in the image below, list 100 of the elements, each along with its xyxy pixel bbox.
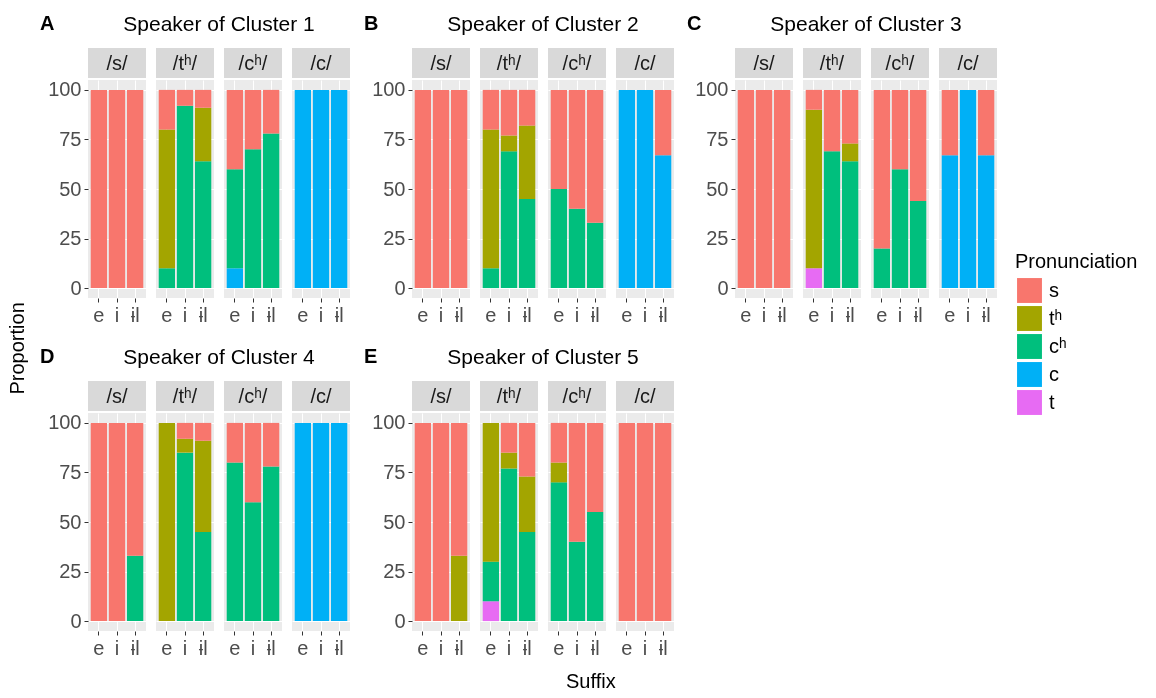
x-tick-label: e <box>417 636 429 659</box>
x-tick-label: i <box>182 303 188 326</box>
text: /tʰ/ <box>480 48 538 78</box>
y-tick-label: 75 <box>383 460 406 483</box>
y-tick-label: 75 <box>59 460 82 483</box>
x-tick-label: e <box>553 303 565 326</box>
y-tick-label: 0 <box>717 276 729 299</box>
text: /s/ <box>88 48 146 78</box>
x-tick-label: i <box>829 303 835 326</box>
x-tick-label: ɨl <box>266 303 276 326</box>
x-tick-label: ɨl <box>590 303 600 326</box>
x-tick-label: e <box>485 303 497 326</box>
text: /c/ <box>616 381 674 411</box>
y-tick-label: 75 <box>706 127 729 150</box>
text: /cʰ/ <box>871 48 929 78</box>
text: /cʰ/ <box>548 381 606 411</box>
y-tick-label: 75 <box>383 127 406 150</box>
text: /c/ <box>616 48 674 78</box>
text: E <box>364 345 378 368</box>
y-tick-label: 100 <box>372 411 406 434</box>
y-axis-title: Proportion <box>5 302 29 395</box>
text: /tʰ/ <box>480 381 538 411</box>
x-tick-label: e <box>808 303 820 326</box>
x-tick-label: ɨl <box>334 636 344 659</box>
x-tick-label: i <box>642 636 648 659</box>
x-tick-label: i <box>506 303 512 326</box>
text: /cʰ/ <box>224 48 282 78</box>
y-tick-label: 50 <box>59 510 82 533</box>
x-tick-label: i <box>574 303 580 326</box>
text: /c/ <box>292 381 350 411</box>
x-tick-label: i <box>250 303 256 326</box>
x-tick-label: i <box>438 636 444 659</box>
x-tick-label: i <box>574 636 580 659</box>
text: /cʰ/ <box>548 48 606 78</box>
y-tick-label: 75 <box>59 127 82 150</box>
x-tick-label: ɨl <box>845 303 855 326</box>
text: A <box>40 12 55 35</box>
x-tick-label: i <box>965 303 971 326</box>
text: /s/ <box>412 381 470 411</box>
x-tick-label: e <box>297 303 309 326</box>
text: /s/ <box>735 48 793 78</box>
chart-title: Speaker of Cluster 3 <box>770 12 962 36</box>
y-tick-label: 25 <box>59 560 82 583</box>
x-tick-label: ɨl <box>522 636 532 659</box>
text: /tʰ/ <box>156 48 214 78</box>
x-tick-label: ɨl <box>454 636 464 659</box>
x-tick-label: i <box>114 636 120 659</box>
y-tick-label: 25 <box>706 227 729 250</box>
chart-title: Speaker of Cluster 2 <box>447 12 639 36</box>
legend-label: cʰ <box>1049 334 1067 357</box>
text: D <box>40 345 55 368</box>
legend-title: Pronunciation <box>1015 250 1138 272</box>
y-tick-label: 100 <box>48 78 82 101</box>
x-tick-label: i <box>182 636 188 659</box>
legend-label: tʰ <box>1049 306 1063 329</box>
x-tick-label: e <box>229 303 241 326</box>
x-tick-label: ɨl <box>266 636 276 659</box>
x-tick-label: i <box>761 303 767 326</box>
x-tick-label: e <box>944 303 956 326</box>
x-tick-label: ɨl <box>777 303 787 326</box>
legend-label: s <box>1049 278 1059 301</box>
x-tick-label: i <box>318 303 324 326</box>
y-tick-label: 0 <box>394 609 406 632</box>
y-tick-label: 100 <box>695 78 729 101</box>
y-tick-label: 25 <box>383 227 406 250</box>
x-tick-label: i <box>318 636 324 659</box>
y-tick-label: 100 <box>372 78 406 101</box>
text: /tʰ/ <box>803 48 861 78</box>
y-tick-label: 50 <box>383 510 406 533</box>
x-tick-label: e <box>740 303 752 326</box>
y-tick-label: 0 <box>70 609 82 632</box>
x-tick-label: e <box>417 303 429 326</box>
y-tick-label: 50 <box>706 177 729 200</box>
text: /s/ <box>88 381 146 411</box>
x-tick-label: e <box>553 636 565 659</box>
y-tick-label: 0 <box>394 276 406 299</box>
x-tick-label: ɨl <box>658 303 668 326</box>
x-tick-label: ɨl <box>454 303 464 326</box>
x-tick-label: e <box>621 303 633 326</box>
legend-label: t <box>1049 390 1055 413</box>
legend-label: c <box>1049 362 1059 385</box>
x-tick-label: ɨl <box>198 636 208 659</box>
y-tick-label: 100 <box>48 411 82 434</box>
text: B <box>364 12 379 35</box>
x-tick-label: i <box>897 303 903 326</box>
x-tick-label: e <box>485 636 497 659</box>
x-tick-label: ɨl <box>913 303 923 326</box>
chart-title: Speaker of Cluster 4 <box>123 345 315 369</box>
y-tick-label: 50 <box>383 177 406 200</box>
x-tick-label: ɨl <box>590 636 600 659</box>
x-tick-label: i <box>642 303 648 326</box>
x-tick-label: i <box>438 303 444 326</box>
x-tick-label: e <box>621 636 633 659</box>
x-tick-label: e <box>93 636 105 659</box>
text: C <box>687 12 702 35</box>
text: /c/ <box>939 48 997 78</box>
y-tick-label: 25 <box>383 560 406 583</box>
text: /s/ <box>412 48 470 78</box>
x-tick-label: e <box>876 303 888 326</box>
x-axis-title: Suffix <box>566 670 616 693</box>
